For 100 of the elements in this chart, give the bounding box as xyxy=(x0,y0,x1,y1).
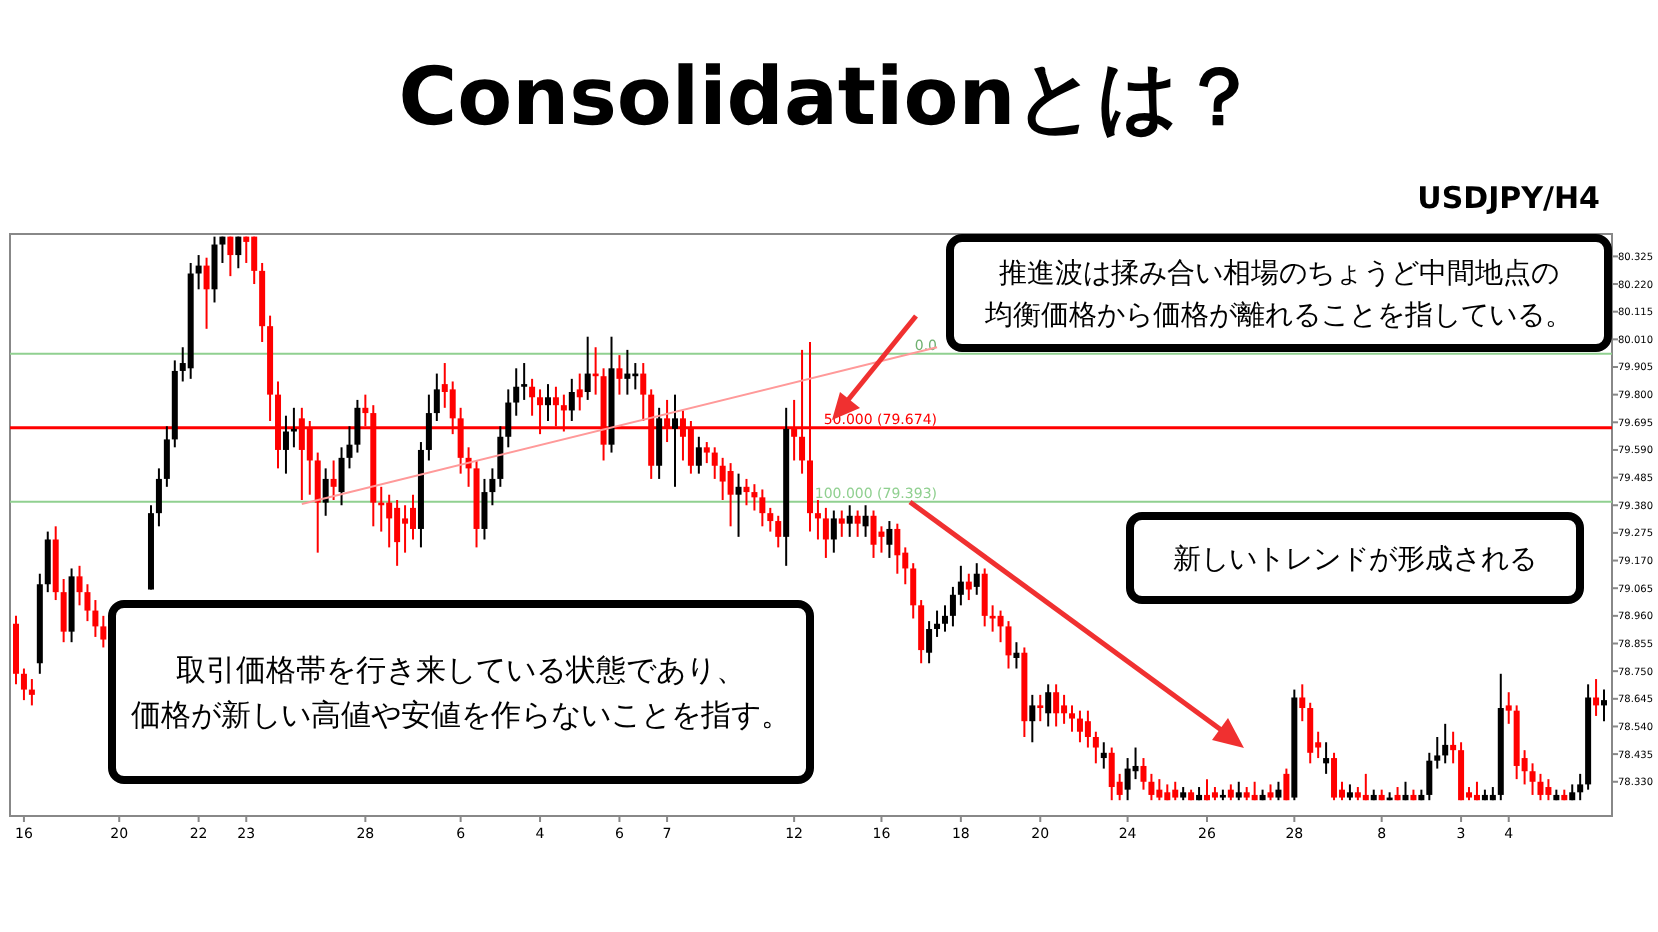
candlestick xyxy=(1299,683,1306,723)
candlestick xyxy=(505,388,512,449)
candlestick xyxy=(1362,772,1369,802)
candlestick xyxy=(1045,683,1052,728)
annotation: 新しいトレンドが形成される xyxy=(1173,543,1537,576)
candlestick xyxy=(1529,762,1536,796)
candlestick xyxy=(60,577,67,644)
candlestick xyxy=(568,377,575,422)
candlestick xyxy=(910,562,917,620)
candlestick xyxy=(997,609,1004,644)
candlestick xyxy=(513,367,520,417)
candlestick xyxy=(775,514,782,549)
candlestick xyxy=(767,506,774,533)
candlestick xyxy=(1140,757,1147,791)
candlestick xyxy=(854,509,861,538)
candlestick xyxy=(489,467,496,507)
candlestick xyxy=(92,599,99,638)
candlestick xyxy=(1307,701,1314,765)
candlestick xyxy=(290,406,297,449)
candlestick xyxy=(1593,678,1600,717)
candlestick xyxy=(394,498,401,567)
candlestick xyxy=(616,354,623,396)
candlestick xyxy=(814,498,821,541)
candlestick xyxy=(386,493,393,549)
candlestick xyxy=(529,377,536,417)
candlestick xyxy=(1235,780,1242,802)
candlestick xyxy=(846,504,853,538)
candlestick xyxy=(751,483,758,512)
candlestick xyxy=(1037,693,1044,723)
candlestick xyxy=(1061,693,1068,725)
candlestick xyxy=(941,604,948,633)
candlestick xyxy=(1426,751,1433,802)
candlestick xyxy=(330,459,337,501)
candlestick xyxy=(211,235,218,304)
candlestick xyxy=(1005,620,1012,670)
candlestick xyxy=(759,488,766,528)
candlestick xyxy=(1434,736,1441,770)
candlestick xyxy=(822,506,829,559)
candlestick xyxy=(322,467,329,517)
candlestick xyxy=(100,614,107,649)
candlestick xyxy=(20,667,27,702)
candlestick xyxy=(838,509,845,538)
candlestick xyxy=(28,678,35,707)
candlestick xyxy=(1283,767,1290,802)
candlestick xyxy=(1029,693,1036,744)
candlestick xyxy=(155,467,162,528)
candlestick xyxy=(1092,730,1099,765)
candlestick xyxy=(1275,780,1282,802)
candlestick xyxy=(640,362,647,422)
candlestick xyxy=(624,348,631,396)
candlestick xyxy=(521,362,528,401)
annotation: 推進波は揉み合い相場のちょうど中間地点の均衡価格から価格が離れることを指している。 xyxy=(983,257,1573,332)
candlestick xyxy=(1108,746,1115,802)
candlestick xyxy=(243,235,250,264)
candlestick xyxy=(1442,722,1449,765)
chart-subtitle: USDJPY/H4 xyxy=(1417,180,1600,216)
candlestick xyxy=(251,235,258,286)
candlestick xyxy=(235,235,242,270)
candlestick xyxy=(743,477,750,507)
candlestick xyxy=(314,451,321,554)
candlestick xyxy=(354,398,361,454)
candlestick xyxy=(981,567,988,628)
candlestick xyxy=(584,335,591,401)
candlestick xyxy=(282,414,289,475)
candlestick xyxy=(695,435,702,475)
candlestick xyxy=(1601,688,1607,723)
candlestick xyxy=(1053,683,1060,728)
annotation: 取引価格帯を行き来している状態であり、価格が新しい高値や安値を作らないことを指す。 xyxy=(131,652,791,733)
candlestick xyxy=(973,562,980,596)
candlestick xyxy=(870,509,877,559)
candlestick xyxy=(497,425,504,488)
candlestick xyxy=(1577,772,1584,802)
candlestick xyxy=(719,456,726,501)
candlestick xyxy=(203,256,210,330)
candlestick xyxy=(1084,709,1091,749)
candlestick xyxy=(1013,641,1020,670)
candlestick xyxy=(894,522,901,575)
candlestick xyxy=(433,372,440,422)
candlestick xyxy=(727,462,734,528)
candlestick xyxy=(1323,741,1330,775)
candlestick xyxy=(425,393,432,462)
candlestick xyxy=(949,585,956,628)
candlestick xyxy=(1076,709,1083,744)
candlestick xyxy=(44,530,51,594)
candlestick xyxy=(934,609,941,638)
candlestick xyxy=(1450,730,1457,765)
candlestick xyxy=(1172,780,1179,802)
candlestick xyxy=(656,406,663,480)
candlestick xyxy=(410,493,416,541)
candlestick xyxy=(711,446,718,480)
candlestick xyxy=(1100,741,1107,770)
candlestick xyxy=(481,477,488,541)
candlestick xyxy=(1545,778,1552,802)
candlestick xyxy=(957,564,964,607)
candlestick xyxy=(1505,691,1512,725)
candlestick xyxy=(402,504,409,554)
candlestick xyxy=(195,254,202,291)
candlestick xyxy=(1156,778,1163,802)
candlestick xyxy=(862,504,869,538)
candlestick xyxy=(1148,772,1155,802)
